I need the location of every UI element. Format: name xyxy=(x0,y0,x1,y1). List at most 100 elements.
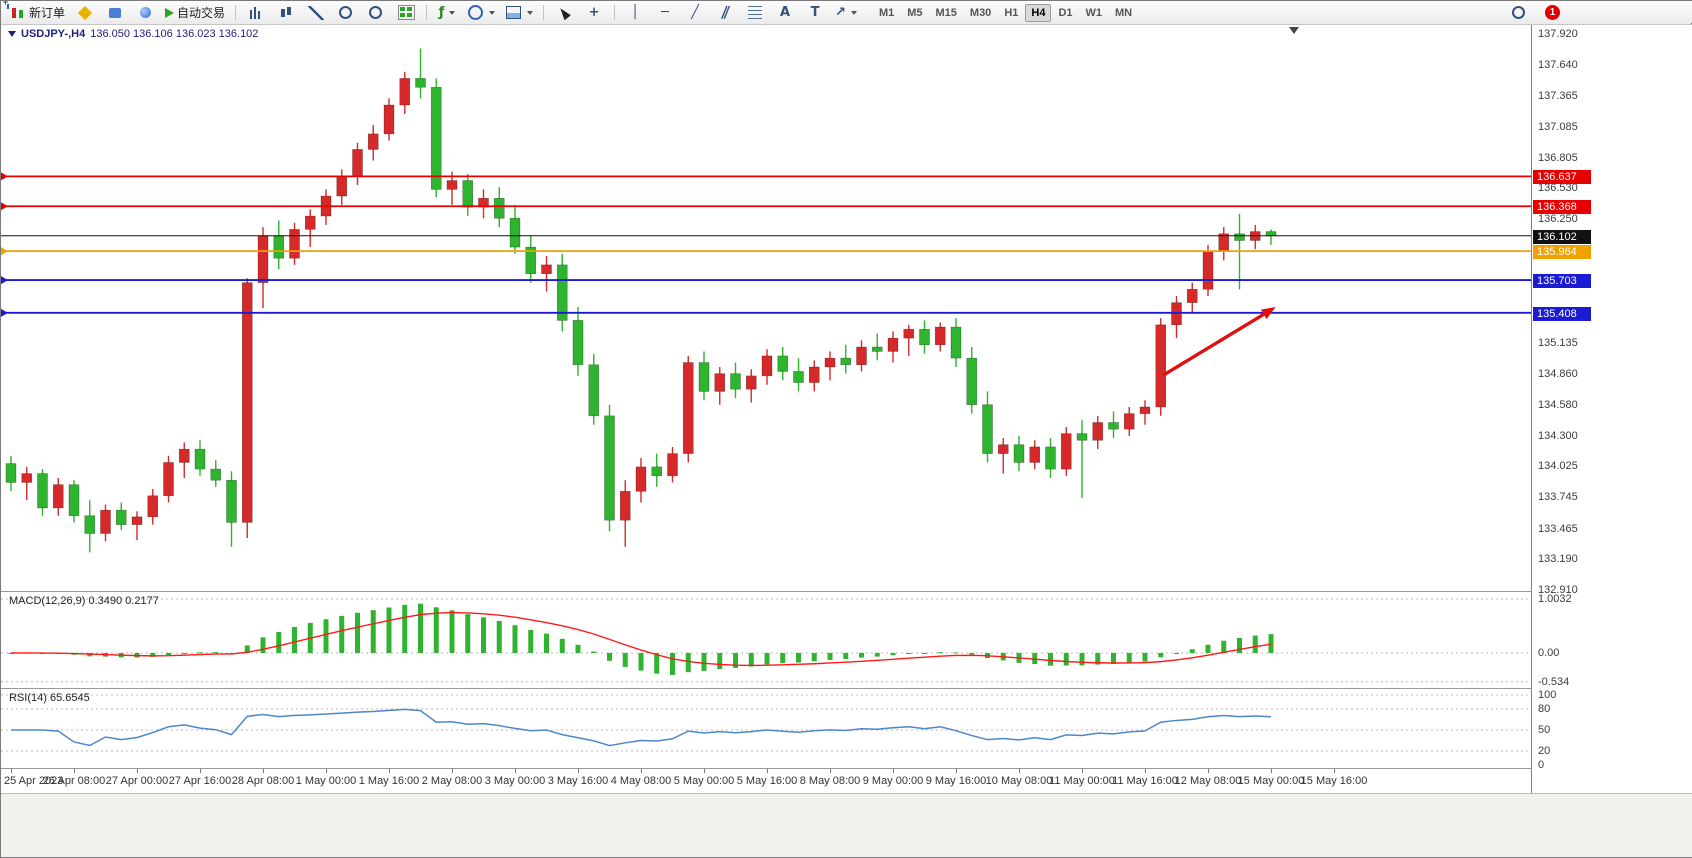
chart-shift-marker xyxy=(1289,27,1299,34)
templates-menu-button[interactable] xyxy=(501,2,537,24)
time-axis-label: 25 Apr 2023 xyxy=(4,775,64,787)
candle xyxy=(1139,400,1151,425)
candle xyxy=(178,442,190,479)
candle xyxy=(619,480,631,547)
zoom-out-button[interactable]: − xyxy=(3,1,390,24)
price-tick: 133.465 xyxy=(1538,522,1578,535)
candle xyxy=(509,204,521,254)
price-tick: 137.640 xyxy=(1538,59,1578,72)
timeframe-h1[interactable]: H1 xyxy=(1004,6,1019,19)
zoom-in-button[interactable]: + xyxy=(3,1,360,24)
line-left-marker xyxy=(1,308,8,317)
zoom-in-icon: + xyxy=(3,1,352,19)
new-order-label: 新订单 xyxy=(29,6,66,20)
timeframe-bar: M1 M5 M15 M30 H1 H4 D1 W1 MN xyxy=(873,3,1138,22)
candle xyxy=(304,209,316,248)
time-tick xyxy=(326,769,327,773)
price-tick: 135.135 xyxy=(1538,337,1578,350)
crosshair-tool-button[interactable]: + xyxy=(580,2,608,24)
price-level-badge[interactable]: 135.964 xyxy=(1533,245,1591,260)
time-axis-label: 2 May 08:00 xyxy=(421,775,483,787)
timeframe-m15[interactable]: M15 xyxy=(935,6,957,19)
line-chart-button[interactable] xyxy=(302,2,330,24)
macd-tick: -0.534 xyxy=(1538,675,1570,688)
autotrading-button[interactable]: 自动交易 xyxy=(161,2,229,24)
time-axis-label: 26 Apr 08:00 xyxy=(42,775,106,787)
time-axis-label: 9 May 00:00 xyxy=(862,775,924,787)
candle xyxy=(667,446,678,483)
price-level-badge[interactable]: 136.102 xyxy=(1533,229,1591,244)
timeframe-m5[interactable]: M5 xyxy=(907,6,923,19)
candle xyxy=(604,404,615,532)
time-axis-label: 5 May 00:00 xyxy=(673,775,735,787)
candle xyxy=(793,358,804,392)
candlestick-chart-button[interactable] xyxy=(272,2,300,24)
candle xyxy=(84,500,96,553)
trendline-tool-button[interactable]: ╱ xyxy=(681,2,709,24)
candle xyxy=(856,340,867,372)
candle xyxy=(226,471,237,547)
timeframe-m1[interactable]: M1 xyxy=(878,6,895,19)
candle xyxy=(147,489,159,525)
periods-menu-button[interactable] xyxy=(463,2,499,24)
zoom-out-icon: − xyxy=(3,1,382,19)
macd-panel[interactable] xyxy=(1,592,1531,689)
timeframe-m30[interactable]: M30 xyxy=(969,6,992,19)
navigator-button[interactable] xyxy=(131,2,159,24)
candle xyxy=(1013,435,1025,472)
candle xyxy=(336,169,348,205)
symbol-dropdown-icon[interactable] xyxy=(8,31,16,37)
bar-chart-button[interactable] xyxy=(242,2,270,24)
crosshair-icon: + xyxy=(588,5,600,20)
cursor-tool-button[interactable] xyxy=(550,2,578,24)
chevron-down-icon xyxy=(850,10,857,15)
timeframe-mn[interactable]: MN xyxy=(1115,6,1133,19)
timeframe-d1[interactable]: D1 xyxy=(1058,6,1073,19)
price-tick: 134.860 xyxy=(1538,367,1578,380)
rsi-tick: 100 xyxy=(1538,689,1557,701)
market-watch-button[interactable] xyxy=(101,2,129,24)
candle xyxy=(1092,415,1104,450)
label-tool-button[interactable]: T xyxy=(801,2,829,24)
trendline-icon: ╱ xyxy=(691,5,699,20)
indicators-menu-button[interactable]: ƒ xyxy=(433,2,461,24)
chevron-down-icon xyxy=(489,10,496,15)
timeframe-w1[interactable]: W1 xyxy=(1085,6,1103,19)
annotation-arrow[interactable] xyxy=(1163,312,1265,377)
time-tick xyxy=(893,769,894,773)
time-axis-label: 9 May 16:00 xyxy=(925,775,987,787)
channel-tool-button[interactable]: ∥ xyxy=(711,2,739,24)
search-button[interactable] xyxy=(1505,2,1533,24)
time-axis-label: 1 May 16:00 xyxy=(358,775,420,787)
candle xyxy=(194,440,206,476)
main-price-chart[interactable] xyxy=(1,24,1531,592)
candle xyxy=(588,353,600,425)
timeframe-h4[interactable]: H4 xyxy=(1025,3,1052,22)
indicators-icon: ƒ xyxy=(438,5,445,20)
fibonacci-tool-button[interactable] xyxy=(741,2,769,24)
time-axis-label: 10 May 08:00 xyxy=(985,775,1053,787)
time-tick xyxy=(641,769,642,773)
notification-badge[interactable]: 1 xyxy=(1545,5,1560,20)
text-tool-button[interactable]: A xyxy=(771,2,799,24)
price-level-badge[interactable]: 136.368 xyxy=(1533,200,1591,215)
tile-windows-button[interactable] xyxy=(392,2,420,24)
arrow-tool-icon: ↗ xyxy=(835,5,846,20)
new-order-button[interactable]: 新订单 xyxy=(6,2,69,24)
candle xyxy=(100,504,111,542)
candle xyxy=(824,351,836,381)
price-level-badge[interactable]: 136.637 xyxy=(1533,170,1591,185)
price-level-badge[interactable]: 135.408 xyxy=(1533,306,1591,321)
horizontal-line-tool-button[interactable]: ─ xyxy=(651,2,679,24)
price-level-badge[interactable]: 135.703 xyxy=(1533,274,1591,289)
time-tick xyxy=(515,769,516,773)
price-tick: 132.910 xyxy=(1538,584,1578,597)
rsi-panel[interactable] xyxy=(1,689,1531,769)
candle xyxy=(903,324,915,356)
arrows-tool-button[interactable]: ↗ xyxy=(831,2,861,24)
horizontal-line-icon: ─ xyxy=(661,5,669,20)
time-tick xyxy=(767,769,768,773)
vertical-line-tool-button[interactable]: │ xyxy=(621,2,649,24)
metaeditor-button[interactable] xyxy=(71,2,99,24)
candle xyxy=(966,347,978,414)
